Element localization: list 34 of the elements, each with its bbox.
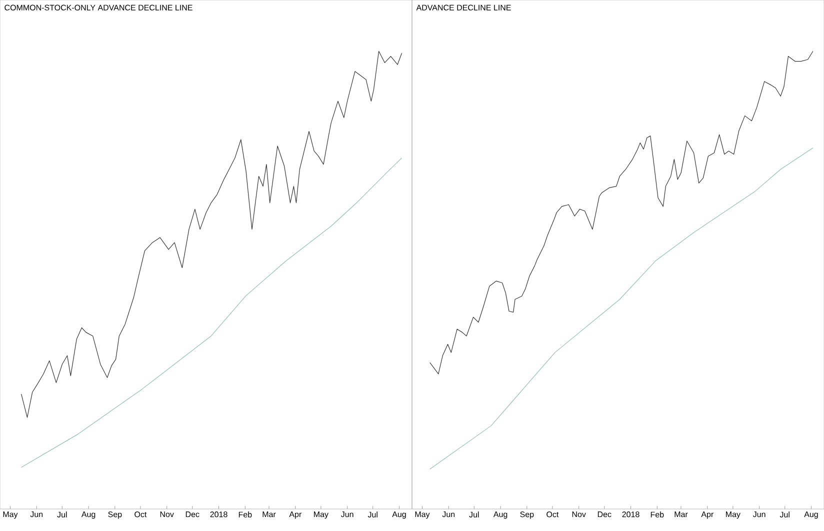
x-tick-label: Oct <box>134 512 147 518</box>
x-tick-label: Dec <box>186 512 200 518</box>
chart-title: ADVANCE DECLINE LINE <box>416 4 511 10</box>
x-tick-label: 2018 <box>210 512 228 518</box>
x-tick-label: Aug <box>392 512 406 519</box>
x-tick-label: Dec <box>598 512 612 518</box>
x-tick-label: Nov <box>160 512 174 518</box>
x-tick-label: Oct <box>546 512 559 518</box>
x-tick-label: Apr <box>701 512 714 519</box>
x-tick-label: 2018 <box>622 512 640 518</box>
x-tick-label: Nov <box>572 512 586 518</box>
x-tick-label: May <box>415 512 430 519</box>
x-tick-label: Mar <box>262 512 276 518</box>
x-tick-label: Jun <box>340 512 354 518</box>
x-tick-label: Jul <box>57 512 67 518</box>
x-tick-label: Aug <box>81 512 96 519</box>
x-tick-label: May <box>726 512 740 519</box>
x-tick-label: Apr <box>289 512 302 519</box>
x-tick-label: Aug <box>493 512 508 519</box>
x-tick-label: May <box>314 512 328 519</box>
x-tick-label: Jun <box>442 512 455 518</box>
x-tick-label: Jul <box>469 512 479 518</box>
x-tick-label: Feb <box>650 512 664 518</box>
x-tick-label: Jul <box>368 512 378 518</box>
x-tick-label: Feb <box>238 512 252 518</box>
x-tick-label: May <box>3 512 18 519</box>
x-tick-label: Sep <box>108 512 122 519</box>
x-tick-label: Aug <box>804 512 818 519</box>
x-tick-label: Mar <box>674 512 688 518</box>
x-tick-label: Jun <box>752 512 766 518</box>
x-tick-label: Jul <box>780 512 790 518</box>
x-tick-label: Jun <box>30 512 43 518</box>
chart-title: COMMON-STOCK-ONLY ADVANCE DECLINE LINE <box>4 4 192 10</box>
x-tick-label: Sep <box>520 512 534 519</box>
